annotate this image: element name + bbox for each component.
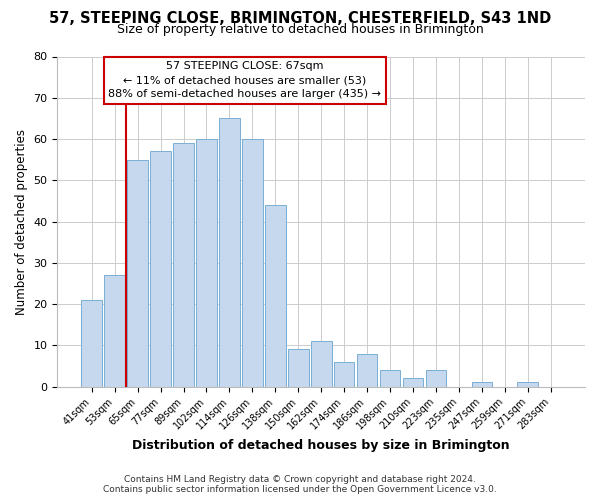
Bar	[517, 382, 538, 386]
Bar	[173, 143, 194, 386]
Text: 57, STEEPING CLOSE, BRIMINGTON, CHESTERFIELD, S43 1ND: 57, STEEPING CLOSE, BRIMINGTON, CHESTERF…	[49, 11, 551, 26]
X-axis label: Distribution of detached houses by size in Brimington: Distribution of detached houses by size …	[133, 440, 510, 452]
Bar	[265, 205, 286, 386]
Bar	[219, 118, 240, 386]
Bar	[288, 350, 308, 387]
Bar	[403, 378, 424, 386]
Bar	[104, 275, 125, 386]
Text: Contains HM Land Registry data © Crown copyright and database right 2024.
Contai: Contains HM Land Registry data © Crown c…	[103, 474, 497, 494]
Text: Size of property relative to detached houses in Brimington: Size of property relative to detached ho…	[116, 22, 484, 36]
Bar	[357, 354, 377, 386]
Bar	[150, 152, 171, 386]
Bar	[380, 370, 400, 386]
Y-axis label: Number of detached properties: Number of detached properties	[15, 128, 28, 314]
Bar	[311, 341, 332, 386]
Bar	[82, 300, 102, 386]
Bar	[242, 139, 263, 386]
Bar	[472, 382, 492, 386]
Bar	[334, 362, 355, 386]
Bar	[127, 160, 148, 386]
Bar	[196, 139, 217, 386]
Bar	[425, 370, 446, 386]
Text: 57 STEEPING CLOSE: 67sqm
← 11% of detached houses are smaller (53)
88% of semi-d: 57 STEEPING CLOSE: 67sqm ← 11% of detach…	[108, 62, 381, 100]
